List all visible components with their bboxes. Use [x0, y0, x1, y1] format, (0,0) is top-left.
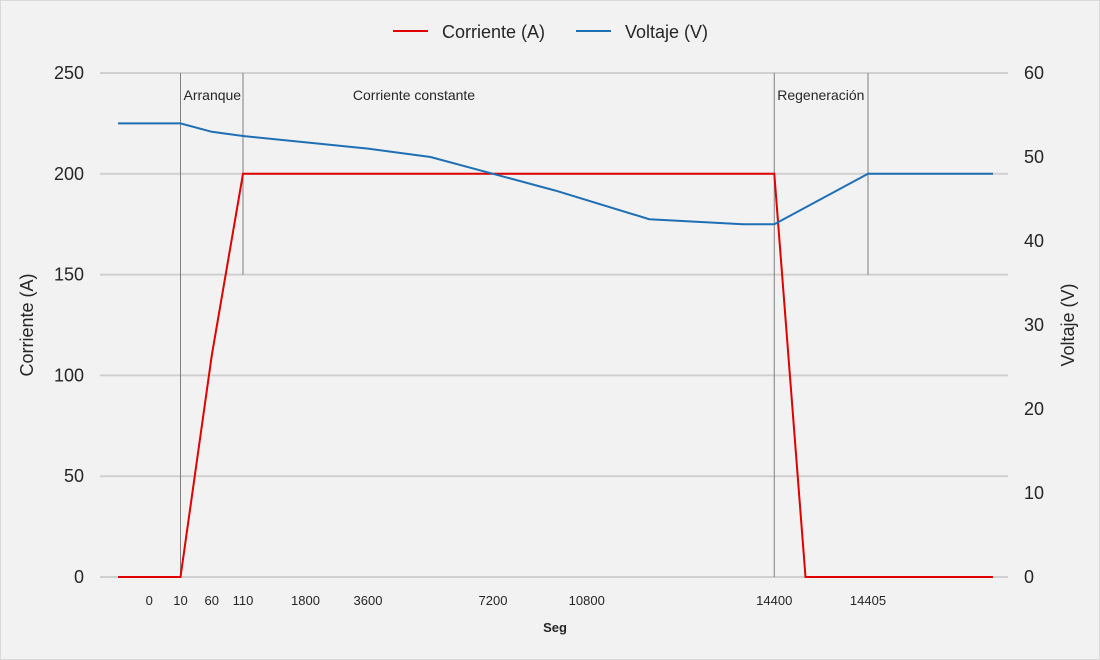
y-right-tick-label: 20	[1024, 399, 1044, 419]
phase-marker-label: Regeneración	[777, 87, 864, 103]
x-tick-label: 1800	[291, 593, 320, 608]
x-tick-label: 10	[173, 593, 187, 608]
y-left-tick-label: 250	[54, 63, 84, 83]
x-tick-label: 14400	[756, 593, 792, 608]
grid-lines	[100, 72, 1008, 578]
x-tick-label: 0	[146, 593, 153, 608]
x-axis-title: Seg	[543, 620, 567, 635]
phase-markers: Arranque Corriente constante Regeneración	[180, 73, 869, 577]
y-right-tick-label: 0	[1024, 567, 1034, 587]
y-left-tick-label: 150	[54, 265, 84, 285]
y-right-tick-label: 10	[1024, 483, 1044, 503]
y-left-axis-title: Corriente (A)	[17, 273, 37, 376]
x-tick-label: 7200	[479, 593, 508, 608]
y-right-ticks: 0 10 20 30 40 50 60	[1024, 63, 1044, 587]
x-tick-label: 3600	[354, 593, 383, 608]
x-tick-label: 10800	[569, 593, 605, 608]
legend: Corriente (A) Voltaje (V)	[393, 22, 708, 42]
legend-label-voltaje: Voltaje (V)	[625, 22, 708, 42]
y-left-ticks: 0 50 100 150 200 250	[54, 63, 84, 587]
x-tick-label: 60	[205, 593, 219, 608]
x-ticks: 0 10 60 110 1800 3600 7200 10800 14400 14405	[146, 593, 886, 608]
y-left-tick-label: 200	[54, 164, 84, 184]
phase-marker-label: Arranque	[184, 87, 242, 103]
phase-marker-label: Corriente constante	[353, 87, 475, 103]
y-right-tick-label: 60	[1024, 63, 1044, 83]
series-line-voltaje	[118, 122, 993, 226]
y-right-tick-label: 50	[1024, 147, 1044, 167]
x-tick-label: 14405	[850, 593, 886, 608]
y-right-axis-title: Voltaje (V)	[1058, 283, 1078, 366]
y-right-tick-label: 40	[1024, 231, 1044, 251]
legend-label-corriente: Corriente (A)	[442, 22, 545, 42]
y-left-tick-label: 50	[64, 466, 84, 486]
y-left-tick-label: 100	[54, 365, 84, 385]
series-lines	[118, 122, 993, 578]
y-left-tick-label: 0	[74, 567, 84, 587]
y-right-tick-label: 30	[1024, 315, 1044, 335]
x-tick-label: 110	[233, 593, 254, 608]
series-line-corriente	[118, 172, 993, 578]
